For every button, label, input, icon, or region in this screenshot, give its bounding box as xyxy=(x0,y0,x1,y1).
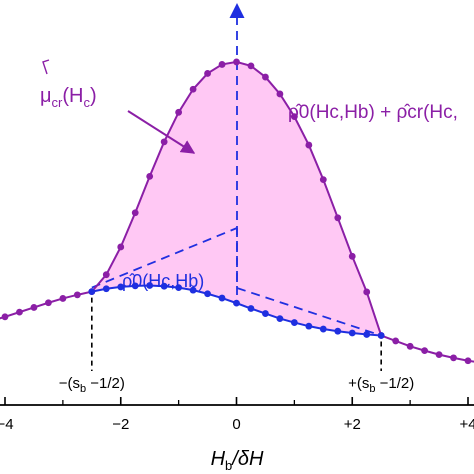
mu-cr-label: μcr(Hc) xyxy=(40,85,97,110)
data-point-total xyxy=(73,291,81,299)
dashed-tangent-right xyxy=(236,287,382,337)
data-point-total xyxy=(406,342,414,350)
x-tick-label: +2 xyxy=(344,416,361,433)
data-point-total xyxy=(30,304,38,311)
data-point-total xyxy=(435,351,443,358)
data-point-total xyxy=(319,176,327,184)
series-points-layer xyxy=(1,58,472,365)
data-point-rho0 xyxy=(348,329,356,337)
data-point-total xyxy=(204,70,211,77)
data-point-rho0 xyxy=(117,283,125,291)
dashed-tangent-left xyxy=(91,227,238,289)
data-point-total xyxy=(276,90,284,98)
data-point-total xyxy=(146,173,154,180)
data-point-total xyxy=(175,108,183,116)
data-point-rho0 xyxy=(305,322,313,330)
data-point-rho0 xyxy=(290,319,298,326)
vertical-axis-arrowhead xyxy=(229,3,245,18)
data-point-rho0 xyxy=(88,288,96,295)
x-tick-label: −4 xyxy=(0,416,14,433)
data-point-rho0 xyxy=(218,294,226,302)
data-point-total xyxy=(218,61,226,68)
marker-label-right: +(sb −1/2) xyxy=(348,375,414,395)
data-point-rho0 xyxy=(276,315,284,322)
data-point-total xyxy=(45,299,52,307)
data-point-rho0 xyxy=(262,310,269,317)
data-point-total xyxy=(131,209,139,217)
x-tick-label: +4 xyxy=(459,416,474,433)
rho0-label: ρ̂0(Hc,Hb) xyxy=(122,271,204,291)
data-point-total xyxy=(247,62,255,70)
data-point-total xyxy=(117,243,125,251)
data-point-rho0 xyxy=(247,305,255,312)
mu-hat-accent xyxy=(42,59,50,75)
annotations-layer: Hb/δH −(sb −1/2) +(sb −1/2) μcr(Hc) ρ̂0(Hc,H… xyxy=(40,59,458,473)
data-point-total xyxy=(262,73,269,81)
data-point-total xyxy=(1,313,9,321)
data-point-total xyxy=(450,354,457,362)
data-point-total xyxy=(305,141,313,149)
data-point-rho0 xyxy=(131,282,139,290)
data-point-rho0 xyxy=(189,286,197,294)
data-point-total xyxy=(233,58,240,66)
dashed-guides-layer xyxy=(91,3,382,371)
x-axis-title: Hb/δH xyxy=(211,448,264,473)
data-point-rho0 xyxy=(319,325,327,333)
rho-sum-label: ρ̂0(Hc,Hb) + ρ̂cr(Hc, xyxy=(288,102,458,123)
data-point-total xyxy=(189,85,197,93)
data-point-total xyxy=(363,288,371,296)
data-point-total xyxy=(16,308,23,316)
mu-arrow xyxy=(127,110,196,154)
data-point-total xyxy=(392,337,400,345)
data-point-total xyxy=(464,357,472,365)
data-point-rho0 xyxy=(160,282,168,290)
data-point-total xyxy=(290,113,298,121)
data-point-rho0 xyxy=(334,327,342,335)
data-point-rho0 xyxy=(204,290,211,298)
data-point-rho0 xyxy=(146,282,154,289)
x-tick-label: −2 xyxy=(112,416,129,433)
data-point-total xyxy=(59,295,67,302)
data-point-rho0 xyxy=(175,284,183,292)
data-point-rho0 xyxy=(102,285,110,293)
data-point-total xyxy=(334,214,342,222)
x-tick-label: 0 xyxy=(232,416,240,433)
data-point-total xyxy=(160,138,168,146)
data-point-rho0 xyxy=(377,332,385,339)
data-point-total xyxy=(421,347,428,355)
data-point-rho0 xyxy=(363,331,371,338)
data-point-total xyxy=(348,252,356,260)
data-point-total xyxy=(102,271,110,279)
marker-label-left: −(sb −1/2) xyxy=(59,375,125,395)
data-point-rho0 xyxy=(233,299,240,307)
x-axis: −4 −2 0 +2 +4 xyxy=(0,397,474,433)
